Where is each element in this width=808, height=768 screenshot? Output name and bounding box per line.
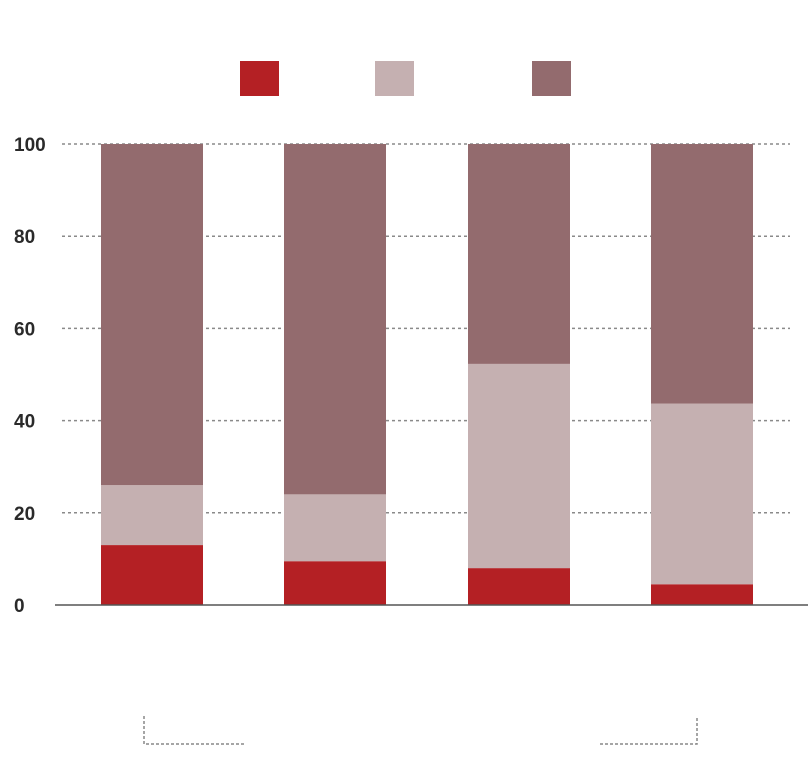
- bar-segment: [284, 561, 386, 605]
- bar-segment: [651, 584, 753, 605]
- y-tick-label: 100: [14, 135, 46, 156]
- y-tick-label: 20: [14, 504, 35, 525]
- bar-segment: [468, 144, 570, 364]
- y-tick-label: 0: [14, 596, 25, 617]
- y-tick-label: 40: [14, 412, 35, 433]
- legend-swatch: [240, 61, 279, 96]
- legend: [240, 61, 571, 96]
- y-tick-label: 80: [14, 227, 35, 248]
- bar-segment: [651, 144, 753, 404]
- bar-segment: [651, 403, 753, 585]
- bar-segment: [468, 363, 570, 569]
- category-brackets: [143, 716, 698, 745]
- y-axis: 0 20 40 60 80 100: [14, 135, 46, 617]
- bars: [101, 144, 753, 605]
- bar-segment: [284, 144, 386, 495]
- bar-segment: [101, 545, 203, 605]
- y-tick-label: 60: [14, 319, 35, 340]
- bracket-right: [600, 716, 698, 745]
- bracket-left: [143, 716, 244, 745]
- bar-segment: [468, 568, 570, 605]
- bar-segment: [101, 144, 203, 486]
- legend-swatch: [532, 61, 571, 96]
- legend-swatch: [375, 61, 414, 96]
- bar-segment: [284, 494, 386, 562]
- bar-segment: [101, 485, 203, 546]
